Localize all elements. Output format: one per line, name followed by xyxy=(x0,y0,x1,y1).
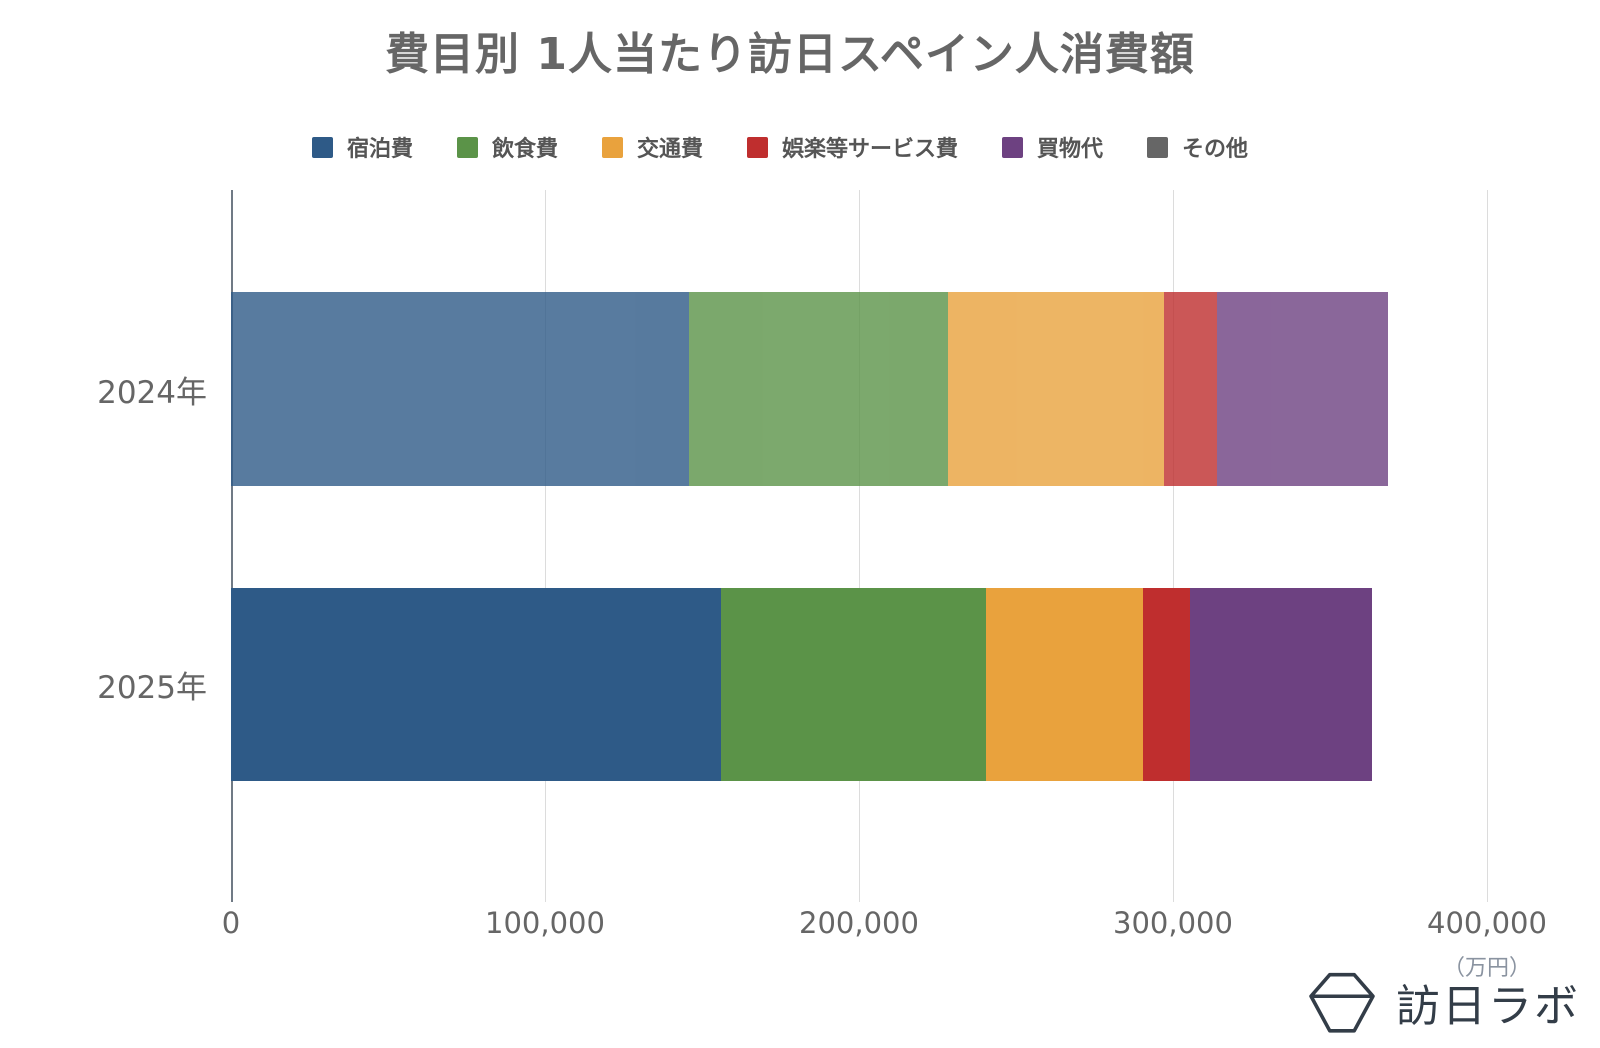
bar-segment xyxy=(1190,588,1373,781)
y-axis-label-2024: 2024年 xyxy=(97,375,207,411)
legend: 宿泊費 飲食費 交通費 娯楽等サービス費 買物代 その他 xyxy=(0,131,1560,163)
legend-label: 宿泊費 xyxy=(346,137,413,162)
y-axis-label-2025: 2025年 xyxy=(97,670,207,706)
legend-label: 飲食費 xyxy=(491,137,558,162)
x-tick-label: 100,000 xyxy=(485,906,605,940)
legend-swatch-entertainment xyxy=(747,136,768,158)
x-tick-label: 200,000 xyxy=(799,906,919,940)
gridline xyxy=(545,190,546,902)
bar-segment xyxy=(948,292,1164,486)
legend-label: 交通費 xyxy=(636,137,703,162)
legend-item-other: その他 xyxy=(1147,131,1248,163)
x-tick-label: 300,000 xyxy=(1113,906,1233,940)
bar-segment xyxy=(986,588,1144,781)
bar-segment xyxy=(231,588,721,781)
bar-segment xyxy=(1143,588,1191,781)
legend-item-accommodation: 宿泊費 xyxy=(311,131,413,163)
axis-unit-label: （万円） xyxy=(1442,956,1531,981)
legend-item-food: 飲食費 xyxy=(456,131,558,163)
legend-item-entertainment: 娯楽等サービス費 xyxy=(747,131,958,163)
bar-segment xyxy=(231,292,690,486)
plot-area: 0 100,000 200,000 300,000 400,000 xyxy=(222,190,1547,940)
x-tick-label: 0 xyxy=(221,906,241,940)
bar-segment xyxy=(1216,292,1389,486)
bar-row-2024 xyxy=(231,292,1487,486)
legend-label: 買物代 xyxy=(1037,137,1104,162)
legend-label: 娯楽等サービス費 xyxy=(782,137,959,162)
bar-segment xyxy=(1163,292,1217,486)
bar-segment xyxy=(689,292,949,486)
gridline xyxy=(859,190,860,902)
legend-swatch-other xyxy=(1147,136,1169,158)
brand-logo: 訪日ラボ xyxy=(1306,966,1580,1038)
x-tick-label: 400,000 xyxy=(1427,906,1547,940)
hexagon-logo-icon xyxy=(1309,972,1375,1033)
axis-zero-line xyxy=(231,190,233,902)
legend-swatch-transport xyxy=(601,136,623,158)
legend-swatch-shopping xyxy=(1002,136,1024,158)
legend-swatch-accommodation xyxy=(311,136,333,158)
legend-swatch-food xyxy=(456,136,478,158)
chart-title: 費目別 1人当たり訪日スペイン人消費額 xyxy=(385,29,1195,80)
gridline xyxy=(1487,190,1488,902)
legend-item-transport: 交通費 xyxy=(601,131,703,163)
bar-row-2025 xyxy=(231,588,1487,781)
gridline xyxy=(1173,190,1174,902)
brand-logo-text: 訪日ラボ xyxy=(1396,981,1580,1032)
legend-item-shopping: 買物代 xyxy=(1002,131,1103,163)
bar-segment xyxy=(720,588,987,781)
legend-label: その他 xyxy=(1182,137,1249,162)
